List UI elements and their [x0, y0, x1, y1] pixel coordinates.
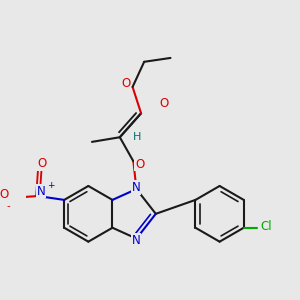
- Text: N: N: [132, 181, 141, 194]
- Text: N: N: [132, 234, 141, 247]
- Text: O: O: [160, 97, 169, 110]
- Text: O: O: [37, 157, 46, 170]
- Text: O: O: [121, 77, 130, 90]
- Text: O: O: [0, 188, 9, 201]
- Text: H: H: [133, 132, 141, 142]
- Text: O: O: [135, 158, 144, 171]
- Text: +: +: [47, 181, 54, 190]
- Text: -: -: [6, 202, 10, 212]
- Text: Cl: Cl: [260, 220, 272, 233]
- Text: N: N: [37, 185, 45, 198]
